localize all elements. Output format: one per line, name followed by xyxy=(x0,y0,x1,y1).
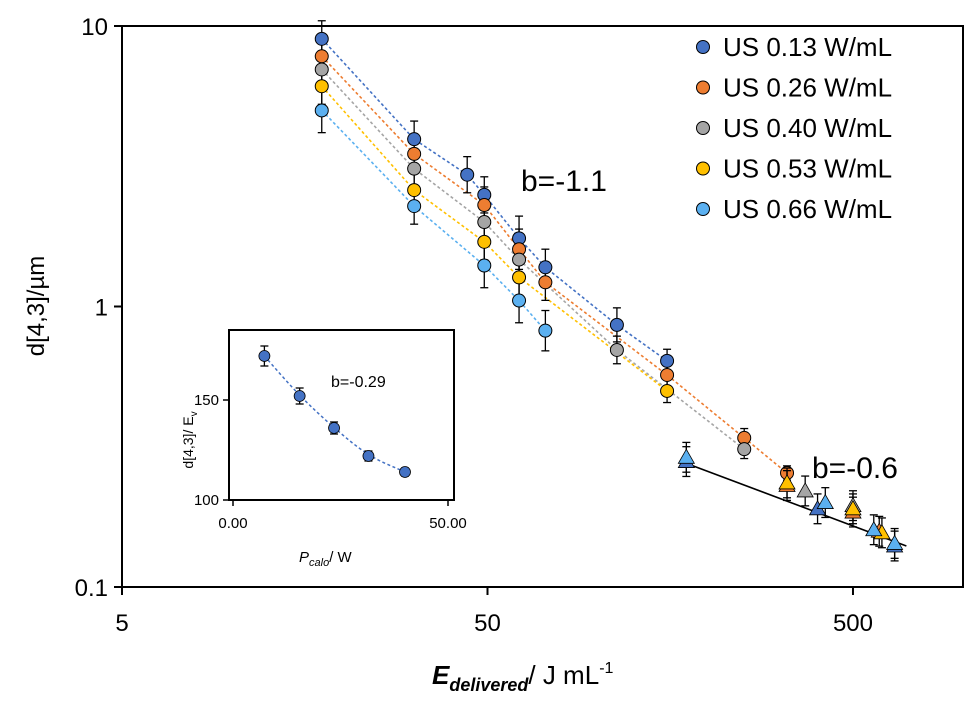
x-axis-label-rest: / J mL xyxy=(528,660,599,690)
data-point-circle xyxy=(538,260,553,275)
main-plot-frame xyxy=(121,25,964,588)
legend-label: US 0.40 W/mL xyxy=(723,113,892,143)
inset-annotation: b=-0.29 xyxy=(331,374,386,391)
inset-y-axis-label-sub: v xyxy=(189,411,200,416)
x-tick-label: 50 xyxy=(474,610,501,637)
data-point-triangle xyxy=(796,482,814,498)
data-point-circle xyxy=(477,215,492,230)
inset-data-point xyxy=(293,390,306,402)
trend-line-series-2 xyxy=(321,68,745,450)
data-point-triangle xyxy=(844,500,862,516)
data-point-circle xyxy=(477,198,492,213)
data-point-circle xyxy=(407,183,422,198)
y-axis-label: d[4,3]/µm xyxy=(23,256,50,357)
trend-line-series-0 xyxy=(321,38,668,362)
legend-marker xyxy=(696,40,710,54)
inset-data-point xyxy=(399,466,411,478)
trend-line-series-1 xyxy=(321,55,788,474)
inset-x-axis-label-sub: calo xyxy=(309,557,329,569)
inset-frame xyxy=(228,329,455,501)
x-axis-label-main: E xyxy=(432,660,450,690)
inset-x-tick-label: 50.00 xyxy=(429,515,467,532)
inset-chart: 100 150 0.00 50.00 b=-0.29 d[4,3]/ Ev Pcalo… xyxy=(180,329,467,569)
data-point-circle xyxy=(512,293,527,308)
data-point-circle xyxy=(660,383,675,398)
x-axis-label: Edelivered/ J mL-1 xyxy=(432,660,614,695)
inset-y-tick-label: 100 xyxy=(194,492,219,509)
inset-x-axis-label-rest: / W xyxy=(329,549,352,566)
inset-x-tick-label: 0.00 xyxy=(218,515,247,532)
inset-y-axis-label: d[4,3]/ Ev xyxy=(180,411,200,468)
x-tick-label: 5 xyxy=(115,610,128,637)
data-point-circle xyxy=(660,353,675,368)
legend-label: US 0.26 W/mL xyxy=(723,73,892,103)
inset-axis-ticks: 100 150 0.00 50.00 xyxy=(194,392,467,532)
inset-x-axis-label: Pcalo/ W xyxy=(299,549,353,569)
trend-line-series-4 xyxy=(321,109,547,332)
x-axis-label-sub: delivered xyxy=(449,675,529,695)
data-point-circle xyxy=(660,367,675,382)
data-point-circle xyxy=(407,132,422,147)
y-tick-label: 1 xyxy=(95,295,108,322)
data-point-circle xyxy=(407,161,422,176)
data-point-circle xyxy=(407,146,422,161)
annotation-slope-high: b=-0.6 xyxy=(812,452,898,485)
main-data-points xyxy=(314,20,904,562)
inset-y-axis-label-main: d[4,3]/ E xyxy=(180,416,196,468)
main-trend-lines xyxy=(321,38,907,547)
legend-marker xyxy=(696,202,710,216)
data-point-circle xyxy=(460,167,475,182)
data-point-circle xyxy=(314,62,329,77)
data-point-circle xyxy=(314,49,329,64)
inset-y-tick-label: 150 xyxy=(194,392,219,409)
data-point-circle xyxy=(538,323,553,338)
legend-marker xyxy=(696,121,710,135)
data-point-circle xyxy=(512,270,527,285)
legend-label: US 0.13 W/mL xyxy=(723,32,892,62)
annotation-slope-low: b=-1.1 xyxy=(521,165,607,198)
data-point-triangle xyxy=(816,493,834,509)
data-point-circle xyxy=(314,79,329,94)
legend-marker xyxy=(696,80,710,95)
data-point-circle xyxy=(609,342,624,357)
data-point-circle xyxy=(538,275,553,290)
data-point-circle xyxy=(609,317,624,332)
data-point-circle xyxy=(477,234,492,249)
y-tick-label: 0.1 xyxy=(75,575,108,602)
inset-data-points xyxy=(258,345,411,478)
inset-data-point xyxy=(328,422,340,434)
inset-x-axis-label-main: P xyxy=(299,549,309,566)
legend-label: US 0.53 W/mL xyxy=(723,154,892,184)
legend: US 0.13 W/mL US 0.26 W/mL US 0.40 W/mL US 0… xyxy=(696,32,892,224)
data-point-triangle xyxy=(885,534,904,550)
data-point-triangle xyxy=(778,474,796,490)
data-point-circle xyxy=(512,252,527,267)
legend-label: US 0.66 W/mL xyxy=(723,194,892,224)
x-tick-label: 500 xyxy=(833,610,873,637)
main-axis-ticks: 0.1 1 10 5 50 500 xyxy=(75,14,873,637)
data-point-circle xyxy=(477,258,492,273)
inset-data-point xyxy=(258,350,271,362)
data-point-circle xyxy=(737,442,752,457)
data-point-circle xyxy=(314,103,329,118)
data-point-triangle xyxy=(677,448,696,464)
data-point-triangle xyxy=(865,520,883,537)
x-axis-label-sup: -1 xyxy=(599,660,613,677)
data-point-circle xyxy=(314,31,329,46)
data-point-circle xyxy=(407,199,422,214)
legend-marker xyxy=(696,161,710,176)
inset-data-point xyxy=(362,450,375,462)
y-tick-label: 10 xyxy=(81,14,108,41)
